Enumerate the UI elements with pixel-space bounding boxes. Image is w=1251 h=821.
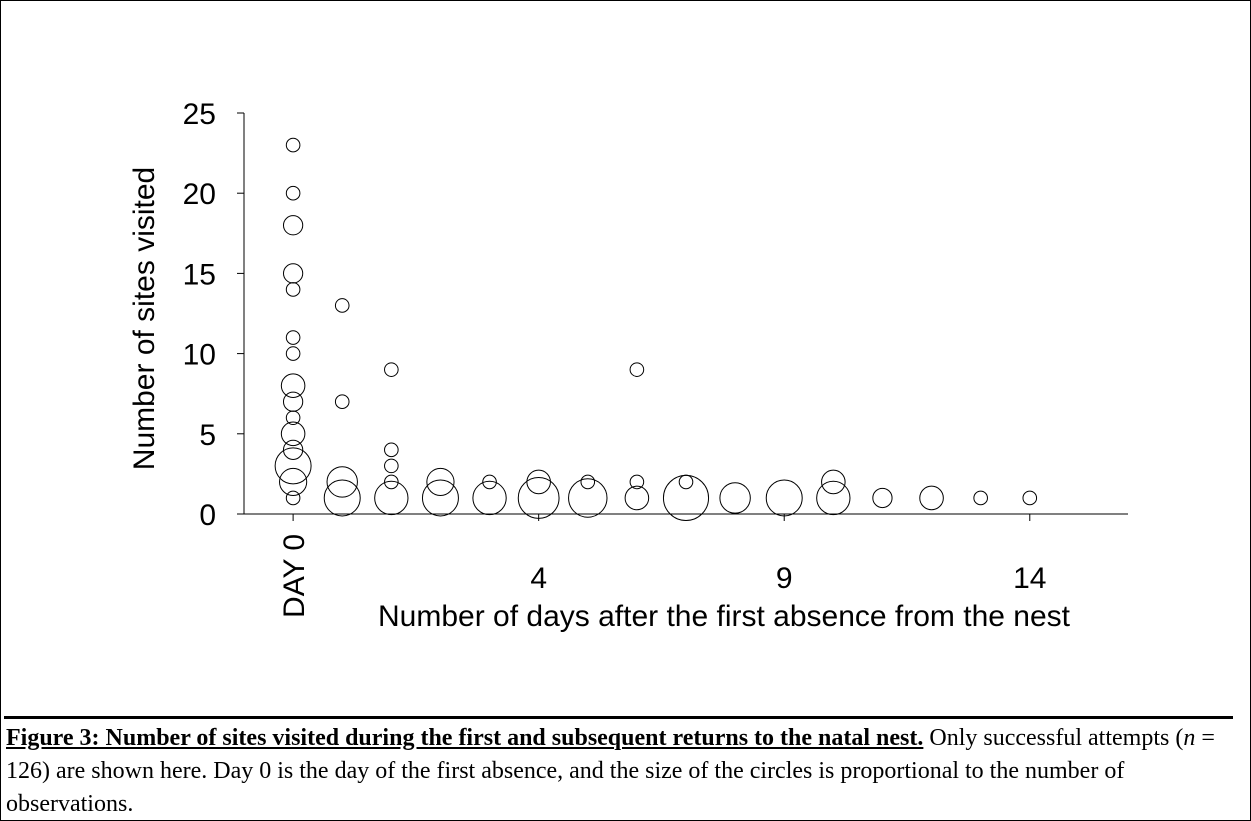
data-point (279, 467, 308, 497)
data-point (374, 480, 409, 516)
data-point (285, 346, 301, 361)
data-point (719, 482, 751, 514)
data-point (280, 373, 306, 398)
chart-labels: 0 5 10 15 20 25 DAY 0 4 9 14 Number of days after … (128, 98, 1071, 633)
data-point (384, 474, 399, 490)
x-tick-label: 4 (530, 562, 547, 595)
data-point (384, 458, 399, 474)
data-point (629, 474, 645, 490)
data-point (274, 447, 312, 485)
data-point (285, 330, 301, 345)
data-point (285, 490, 301, 506)
y-tick-label: 20 (183, 178, 216, 211)
x-axis-title: Number of days after the first absence f… (378, 600, 1071, 633)
data-point (821, 469, 846, 495)
data-point (973, 490, 988, 506)
data-point (285, 185, 301, 201)
data-point (765, 479, 803, 517)
data-point (816, 480, 851, 516)
caption-n-symbol: n (1183, 725, 1196, 751)
data-point (426, 467, 455, 497)
data-point (919, 485, 944, 511)
data-point (678, 474, 694, 490)
data-point (334, 394, 350, 410)
data-point (421, 479, 459, 517)
data-point (384, 442, 399, 458)
data-point (1022, 490, 1038, 506)
bubble-chart: 0 5 10 15 20 25 DAY 0 4 9 14 Number of days after … (128, 98, 1128, 633)
data-point (282, 439, 304, 460)
data-point (285, 410, 301, 426)
caption-text-2: = 126) are shown here. Day 0 is the day … (6, 725, 1215, 817)
data-point (280, 421, 306, 447)
caption-text-1: Only successful attempts ( (923, 725, 1184, 751)
data-point (580, 474, 596, 490)
x-tick-label: 9 (776, 562, 793, 595)
data-point (326, 466, 358, 498)
data-point (568, 478, 608, 518)
caption-heading: Figure 3: Number of sites visited during… (6, 725, 924, 751)
data-point (285, 282, 301, 297)
data-point (282, 391, 304, 412)
caption-divider (4, 716, 1233, 719)
data-point (282, 215, 304, 236)
data-point (526, 469, 551, 495)
data-point (624, 485, 650, 511)
y-tick-label: 15 (183, 258, 216, 291)
y-tick-label: 10 (183, 339, 216, 372)
data-point (472, 480, 507, 516)
data-point (629, 362, 645, 377)
data-point (872, 487, 893, 509)
data-point (384, 362, 399, 377)
y-tick-label: 0 (199, 499, 216, 532)
data-point (482, 474, 497, 490)
y-tick-label: 25 (183, 98, 216, 131)
chart-axes (237, 112, 1128, 521)
x-tick-label: DAY 0 (278, 534, 311, 618)
x-tick-label: 14 (1013, 562, 1046, 595)
data-point (285, 137, 301, 153)
y-axis-title: Number of sites visited (128, 167, 161, 470)
data-point (517, 477, 560, 519)
data-point (282, 263, 304, 284)
figure-caption: Figure 3: Number of sites visited during… (6, 722, 1236, 821)
chart-points (274, 137, 1038, 522)
y-tick-label: 5 (199, 419, 216, 452)
data-point (334, 298, 350, 313)
data-point (323, 479, 361, 517)
data-point (662, 474, 710, 522)
